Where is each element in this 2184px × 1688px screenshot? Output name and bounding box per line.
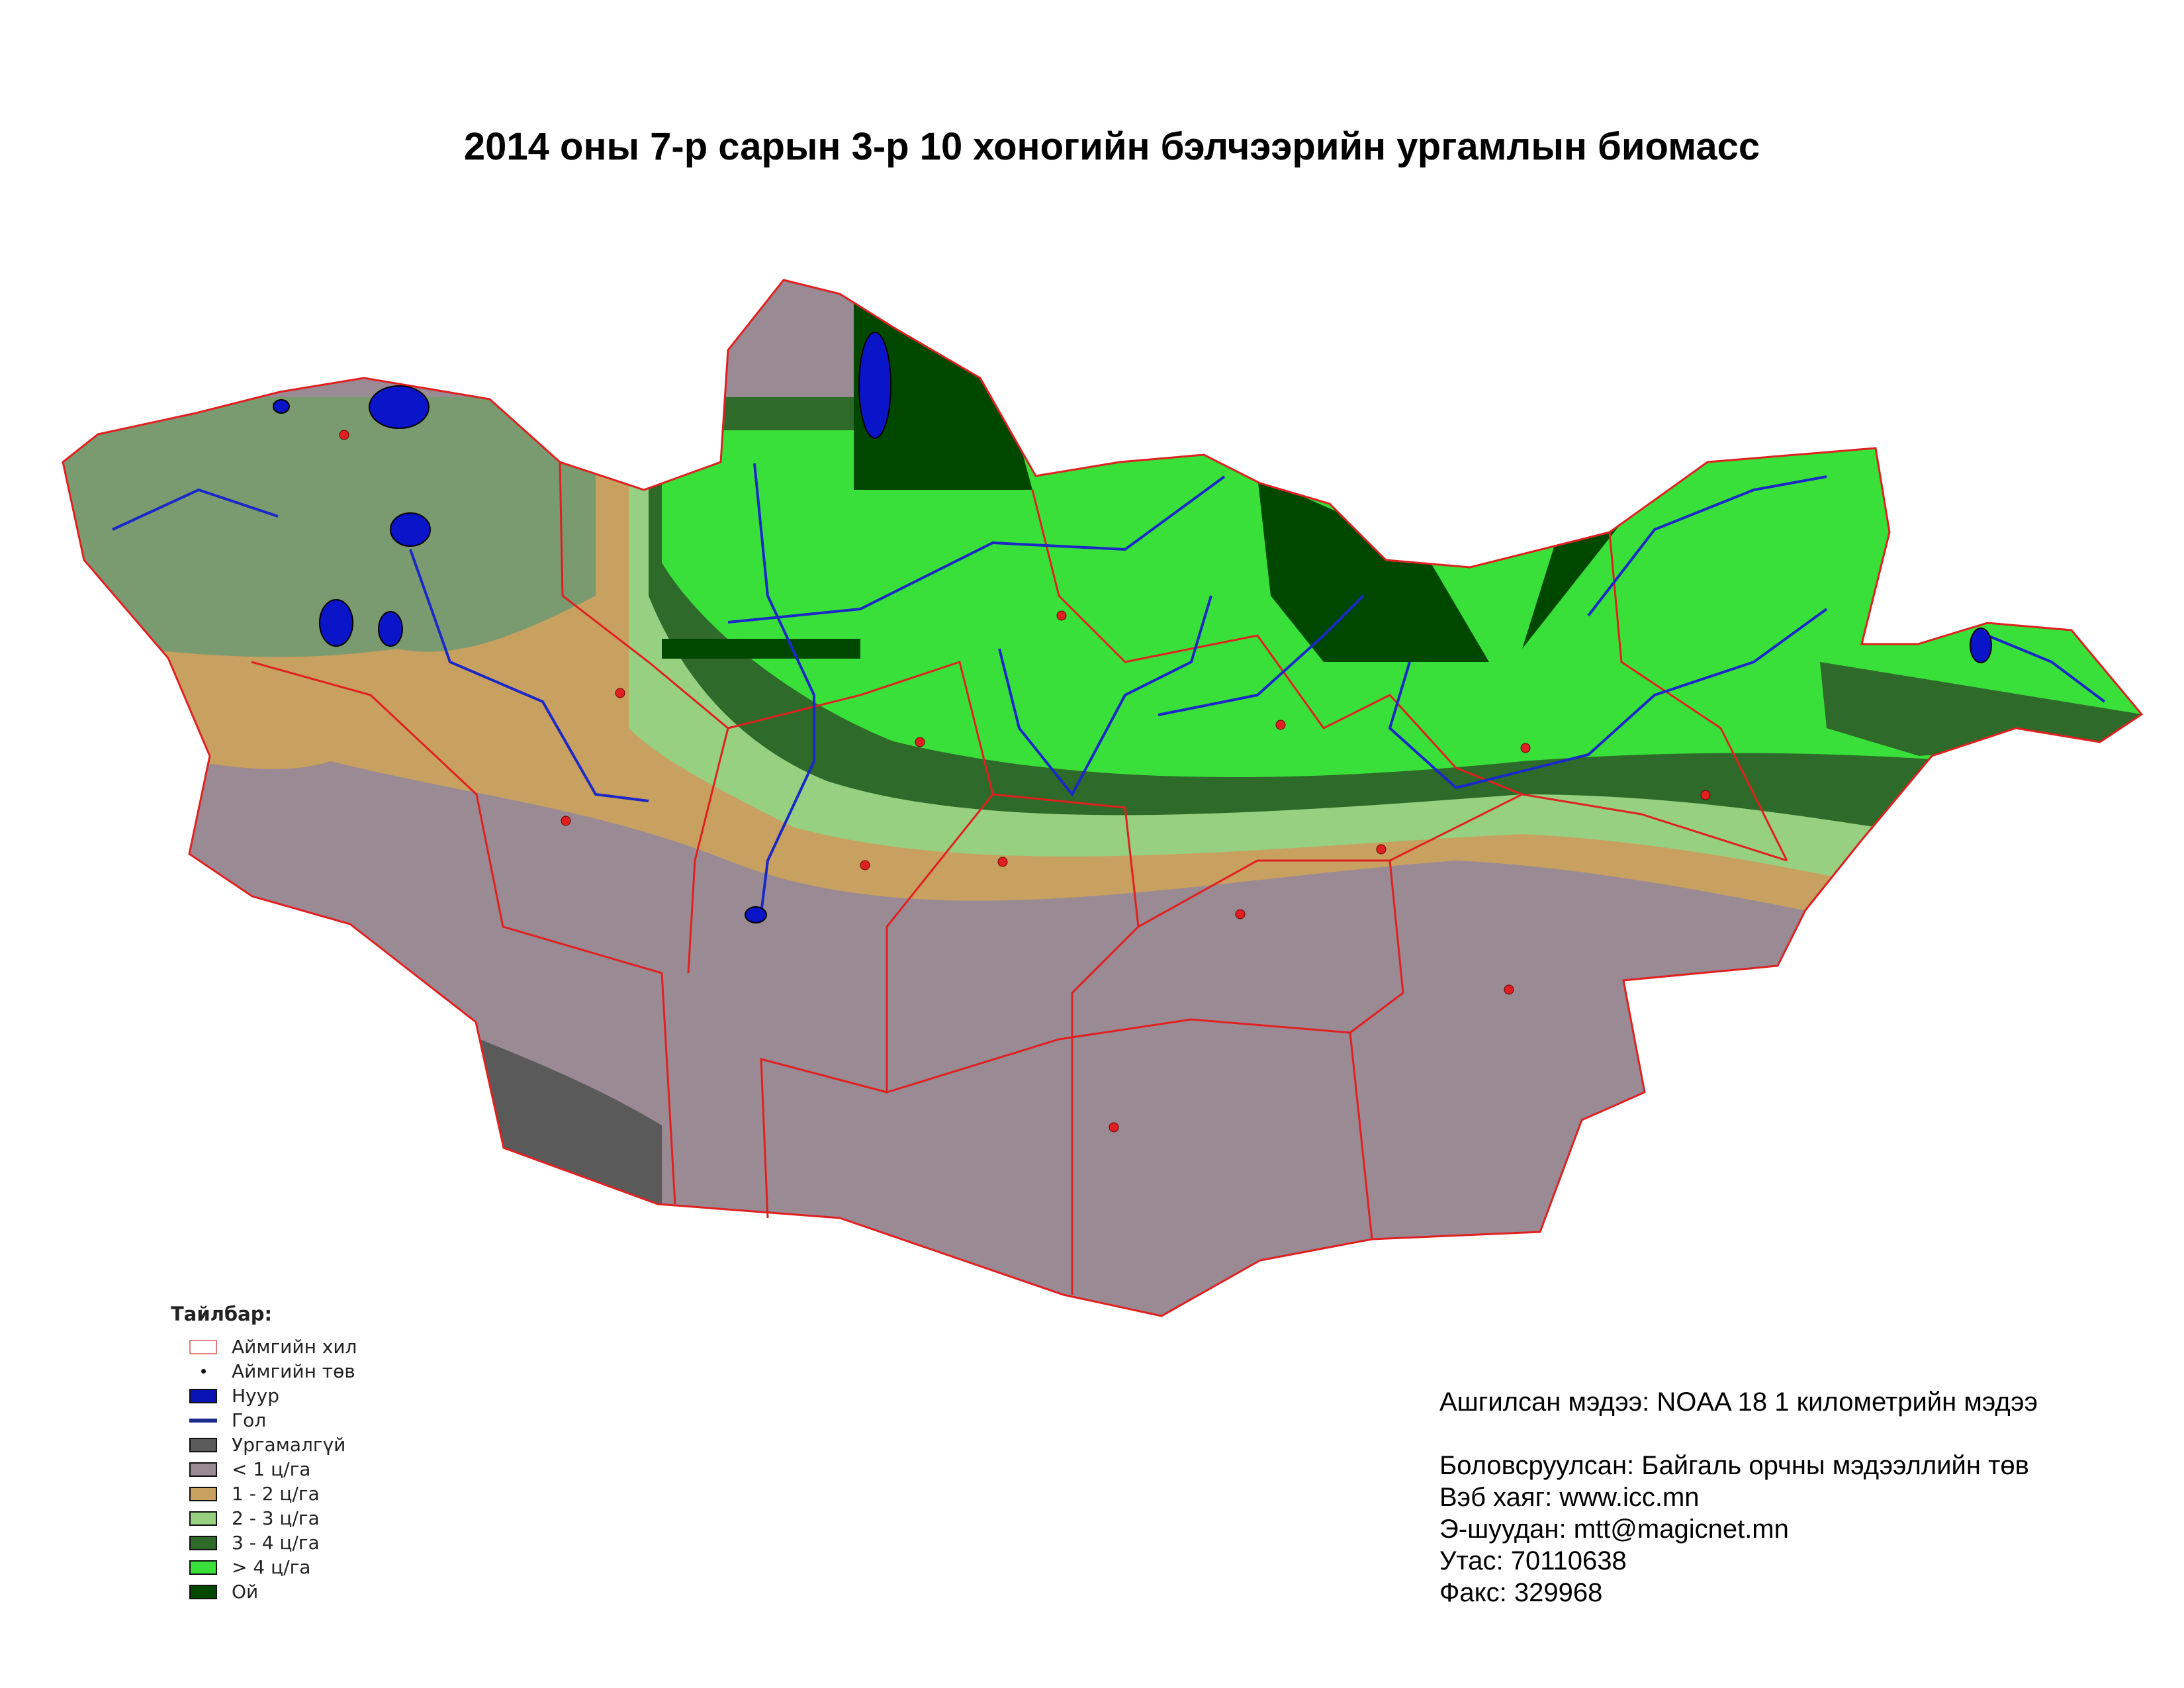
- aimag-center: [561, 816, 571, 826]
- legend-label: Нуур: [232, 1385, 279, 1407]
- aimag-center: [1376, 844, 1387, 855]
- legend-label: Гол: [232, 1409, 267, 1431]
- lake: [390, 512, 431, 547]
- legend-label: > 4 ц/га: [232, 1556, 311, 1578]
- legend-label: Аймгийн хил: [232, 1336, 357, 1358]
- legend-label: 3 - 4 ц/га: [232, 1532, 320, 1554]
- river: [998, 595, 1212, 797]
- aimag-center: [1504, 984, 1514, 995]
- aimag-center: [1109, 1122, 1119, 1133]
- legend-item: Ургамалгүй: [189, 1432, 357, 1457]
- legend-item: 1 - 2 ц/га: [189, 1481, 357, 1506]
- legend-label: Ой: [232, 1581, 259, 1603]
- forest: [1257, 477, 1489, 662]
- legend-swatch: [189, 1584, 217, 1599]
- aimag-center: [1275, 720, 1286, 730]
- legend-swatch: [189, 1535, 217, 1550]
- lake: [378, 611, 403, 647]
- aimag-centers: [339, 430, 1711, 1133]
- legend-swatch: [189, 1462, 217, 1477]
- legend-item: 2 - 3 ц/га: [189, 1506, 357, 1530]
- river: [409, 549, 649, 802]
- legend-item: Нуур: [189, 1383, 357, 1408]
- legend-swatch: [189, 1418, 217, 1423]
- lake: [858, 332, 891, 439]
- legend-swatch: [189, 1364, 217, 1379]
- rivers: [112, 463, 2106, 914]
- forest: [662, 639, 860, 659]
- river: [727, 475, 1226, 624]
- lake: [369, 385, 430, 429]
- fax: Факс: 329968: [1439, 1578, 1603, 1607]
- class-barren: [463, 1033, 662, 1211]
- legend-label: < 1 ц/га: [232, 1458, 311, 1480]
- legend-title: Тайлбар:: [171, 1303, 273, 1325]
- website: Вэб хаяг: www.icc.mn: [1439, 1483, 1700, 1512]
- legend-item: Ой: [189, 1579, 357, 1604]
- river: [753, 463, 815, 914]
- legend-swatch: [189, 1388, 217, 1403]
- country-border: [62, 279, 2144, 1317]
- river: [1388, 608, 1828, 790]
- legend-swatch: [189, 1486, 217, 1501]
- aimag-center: [915, 737, 925, 747]
- class-2-3-west: [63, 397, 596, 657]
- legend-item: Аймгийн төв: [189, 1359, 357, 1383]
- data-source: Ашгилсан мэдээ: NOAA 18 1 километрийн мэ…: [1439, 1387, 2038, 1417]
- legend-item: < 1 ц/га: [189, 1457, 357, 1481]
- phone: Утас: 70110638: [1439, 1546, 1627, 1575]
- legend-label: Аймгийн төв: [232, 1360, 355, 1382]
- legend-item: > 4 ц/га: [189, 1555, 357, 1579]
- river: [112, 488, 279, 531]
- legend-item: 3 - 4 ц/га: [189, 1530, 357, 1555]
- aimag-center: [1056, 610, 1067, 621]
- aimag-boundaries: [251, 461, 1788, 1295]
- legend-item: Аймгийн хил: [189, 1335, 357, 1359]
- producer: Боловсруулсан: Байгаль орчны мэдээллийн …: [1439, 1451, 2029, 1480]
- lake: [745, 906, 767, 923]
- aimag-center: [615, 688, 625, 698]
- legend-label: 1 - 2 ц/га: [232, 1483, 320, 1505]
- aimag-center: [1235, 909, 1246, 919]
- aimag-center: [1520, 743, 1531, 753]
- legend-label: Ургамалгүй: [232, 1434, 346, 1456]
- legend-swatch: [189, 1437, 217, 1452]
- legend-swatch: [189, 1560, 217, 1575]
- legend: Тайлбар: Аймгийн хил Аймгийн төв Нуур Гол Ур…: [171, 1303, 357, 1604]
- lakes: [273, 332, 1992, 923]
- river: [1987, 634, 2106, 703]
- forest: [854, 291, 1032, 490]
- aimag-center: [339, 430, 349, 440]
- legend-swatch: [189, 1339, 217, 1354]
- aimag-center: [1700, 790, 1711, 800]
- river: [1158, 594, 1365, 716]
- info-block: Ашгилсан мэдээ: NOAA 18 1 километрийн мэ…: [1439, 1386, 2038, 1609]
- map-title: 2014 оны 7-р сарын 3-р 10 хоногийн бэлчэ…: [463, 125, 1760, 168]
- lake: [1970, 628, 1992, 663]
- class-3-4-east: [1820, 662, 2142, 756]
- lake: [319, 599, 353, 647]
- legend-item: Гол: [189, 1408, 357, 1432]
- river: [1587, 475, 1827, 617]
- email: Э-шуудан: mtt@magicnet.mn: [1439, 1515, 1789, 1544]
- aimag-center: [997, 857, 1008, 867]
- aimag-center: [860, 860, 870, 870]
- legend-swatch: [189, 1511, 217, 1526]
- forest: [1522, 523, 1621, 649]
- lake: [273, 399, 290, 414]
- legend-label: 2 - 3 ц/га: [232, 1507, 320, 1529]
